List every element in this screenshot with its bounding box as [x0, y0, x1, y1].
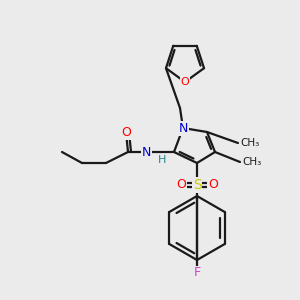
- Text: N: N: [142, 146, 151, 158]
- Text: S: S: [193, 178, 201, 192]
- Text: O: O: [208, 178, 218, 191]
- Text: N: N: [178, 122, 188, 134]
- Text: F: F: [194, 266, 201, 280]
- Text: O: O: [176, 178, 186, 191]
- Text: O: O: [181, 77, 189, 87]
- Text: CH₃: CH₃: [242, 157, 261, 167]
- Text: O: O: [121, 125, 131, 139]
- Text: H: H: [158, 155, 166, 165]
- Text: CH₃: CH₃: [240, 138, 259, 148]
